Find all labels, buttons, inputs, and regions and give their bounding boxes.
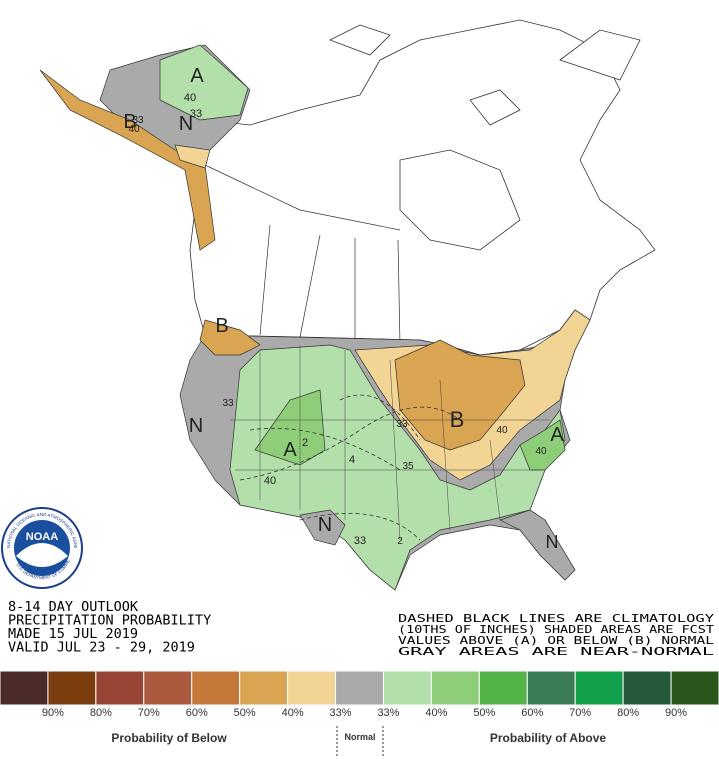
legend-label: 70% — [138, 707, 160, 719]
header-line: MADE 15 JUL 2019 — [8, 626, 138, 642]
legend-swatch — [0, 670, 49, 706]
logo-top-text: NATIONAL OCEANIC AND ATMOSPHERIC ADMINIS… — [0, 0, 78, 548]
map-label: N — [546, 532, 559, 552]
map-label: 33 — [354, 535, 366, 547]
legend-label: 90% — [42, 707, 64, 719]
map-label: A — [283, 439, 297, 461]
legend-swatch — [574, 670, 624, 706]
legend-label: 40% — [282, 707, 304, 719]
noaa-logo: NOAA NATIONAL OCEANIC AND ATMOSPHERIC AD… — [0, 0, 83, 589]
map-label: 40 — [184, 92, 196, 104]
map-label: 35 — [402, 461, 414, 472]
header-line: VALID JUL 23 - 29, 2019 — [8, 640, 195, 656]
province-borders — [204, 164, 401, 346]
notes-text: DASHED BLACK LINES ARE CLIMATOLOGY(10THS… — [398, 613, 715, 658]
map-label: 40 — [264, 475, 276, 487]
legend-swatch — [95, 670, 145, 706]
map-label: B — [215, 315, 228, 337]
legend-label: 33% — [330, 707, 352, 719]
legend-label: 60% — [186, 707, 208, 719]
legend-label: 50% — [473, 707, 495, 719]
legend-swatch — [239, 670, 289, 706]
header-line: PRECIPITATION PROBABILITY — [8, 613, 211, 629]
legend-swatch — [526, 670, 576, 706]
map-label: 33 — [222, 398, 234, 409]
map-label: 40 — [128, 124, 140, 135]
legend-swatch — [287, 670, 337, 706]
legend-label: 33% — [377, 707, 399, 719]
legend-label: 40% — [425, 707, 447, 719]
map-label: 2 — [302, 437, 308, 449]
map-label: N — [189, 415, 203, 437]
legend-label: 80% — [617, 707, 639, 719]
header-line: 8-14 DAY OUTLOOK — [8, 599, 139, 615]
legend-swatch — [382, 670, 432, 706]
legend-swatch — [191, 670, 241, 706]
legend-below-title: Probability of Below — [111, 731, 227, 745]
map-label: A — [550, 424, 564, 446]
alaska — [39, 44, 251, 251]
note-line: GRAY AREAS ARE NEAR-NORMAL — [398, 646, 714, 658]
map-label: B — [450, 407, 465, 432]
note-line: DASHED BLACK LINES ARE CLIMATOLOGY — [398, 613, 715, 625]
map-label: 40 — [496, 425, 508, 436]
map-label: 33 — [132, 115, 144, 126]
legend-label: 50% — [234, 707, 256, 719]
legend-above-title: Probability of Above — [490, 731, 607, 745]
legend-swatch — [670, 670, 719, 706]
logo-top-text-path: NATIONAL OCEANIC AND ATMOSPHERIC ADMINIS… — [0, 0, 78, 548]
canada-outline — [189, 19, 656, 356]
legend-normal-title: Normal — [344, 732, 375, 742]
legend-swatch — [478, 670, 528, 706]
legend: 90% 80% 70% 60% 50% 40% 33% 33% 40% 50% 60% 70% 80% 9… — [0, 670, 719, 719]
map-label: A — [190, 65, 204, 87]
climatology-lines — [239, 394, 461, 541]
map-label: N — [318, 514, 332, 536]
legend-label: 80% — [90, 707, 112, 719]
legend-swatch — [622, 670, 672, 706]
note-line: (10THS OF INCHES) SHADED AREAS ARE FCST — [398, 624, 715, 636]
legend-label: 60% — [521, 707, 543, 719]
state-borders — [230, 345, 550, 541]
logo-name: NOAA — [26, 531, 58, 543]
map-label: 33 — [396, 419, 408, 430]
legend-swatch — [143, 670, 193, 706]
legend-label: 70% — [569, 707, 591, 719]
legend-label: 90% — [665, 707, 687, 719]
legend-swatch — [47, 670, 97, 706]
note-line: VALUES ABOVE (A) OR BELOW (B) NORMAL — [398, 635, 714, 647]
conus — [179, 309, 591, 591]
map-label: 40 — [535, 446, 547, 457]
map-label: 2 — [397, 536, 403, 547]
map-label: 4 — [349, 454, 355, 466]
map-label: B — [123, 111, 136, 133]
legend-swatch — [335, 670, 384, 706]
map-label: 33 — [190, 108, 202, 120]
legend-swatch — [430, 670, 480, 706]
map-label: N — [179, 113, 193, 135]
